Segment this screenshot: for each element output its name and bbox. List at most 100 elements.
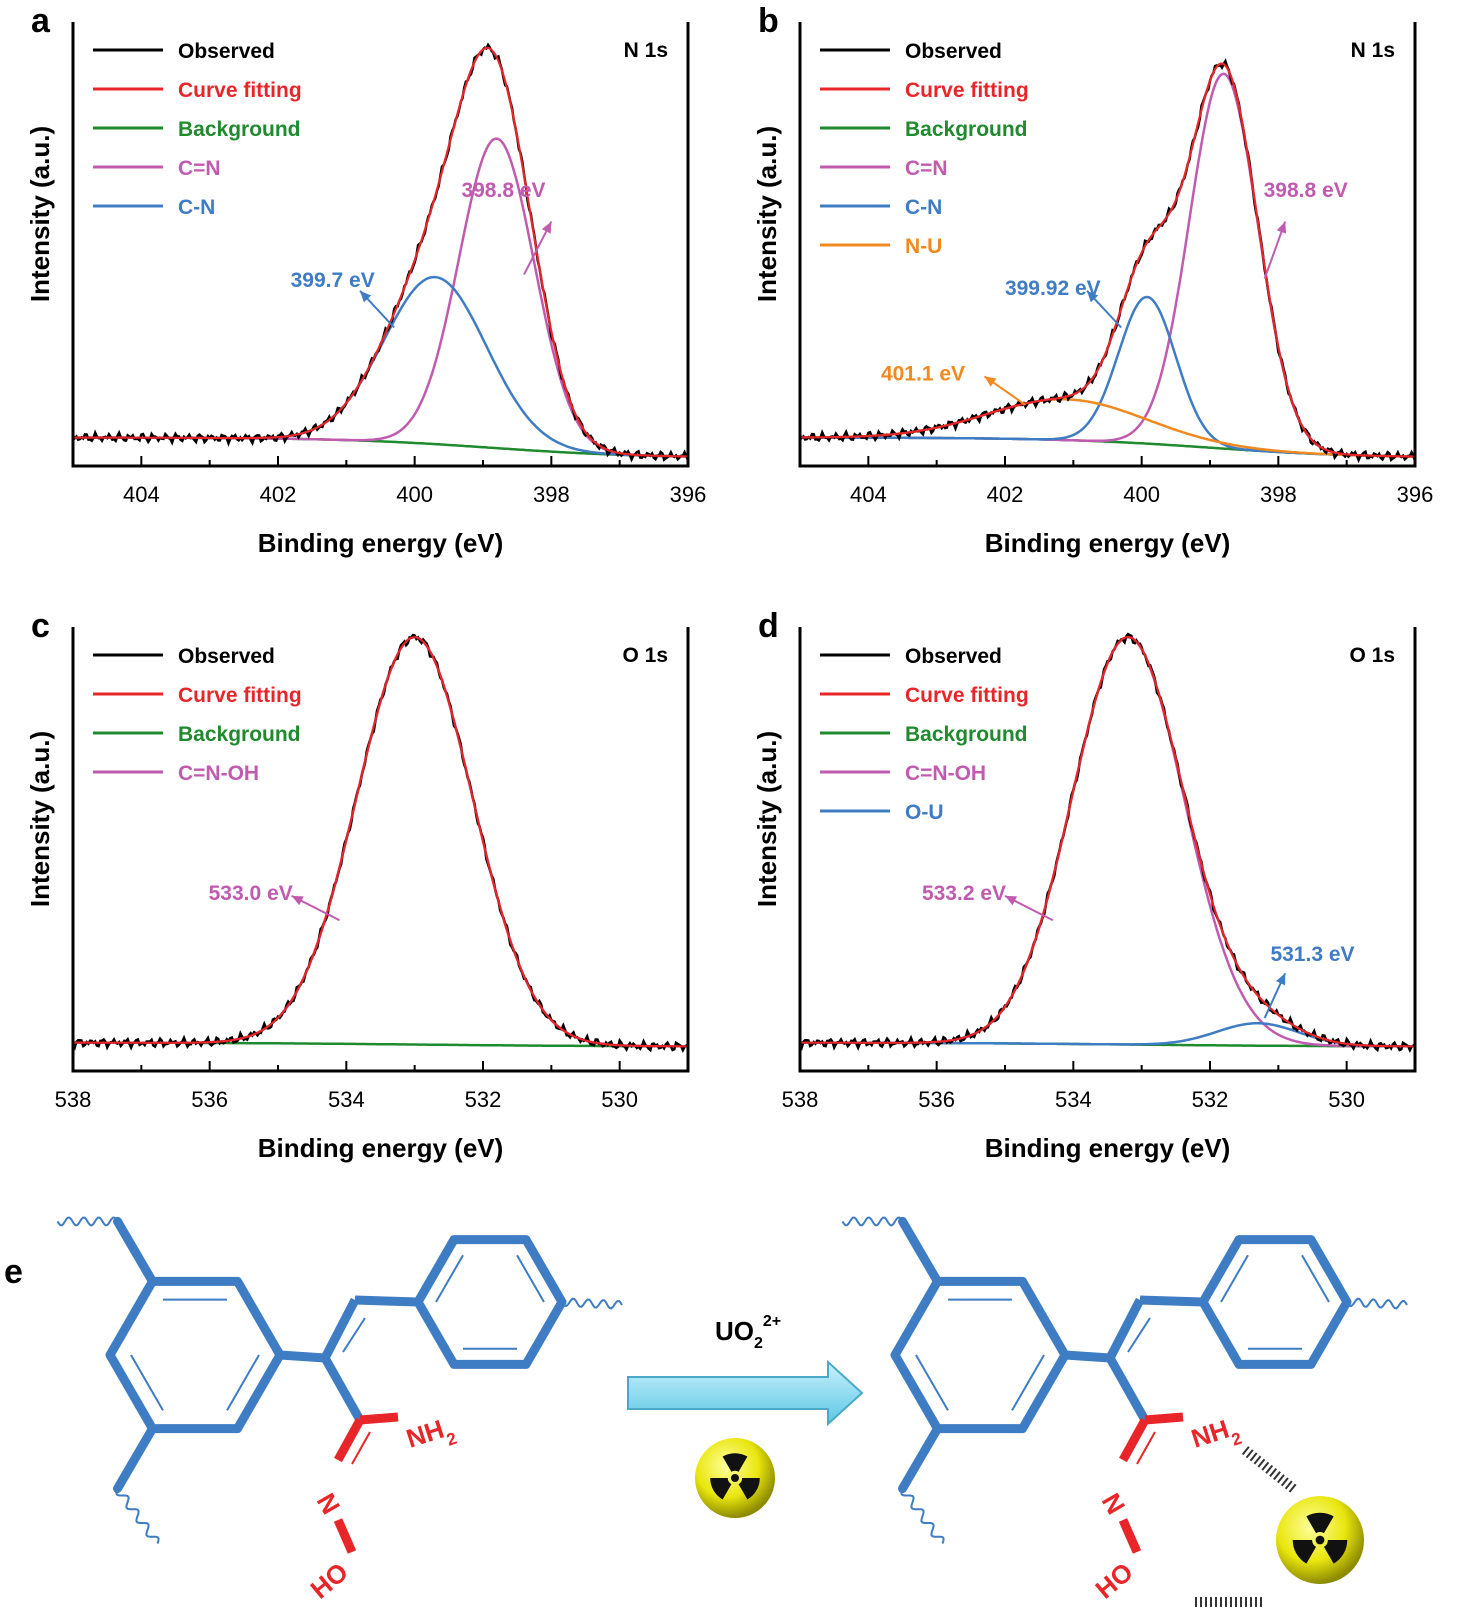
x-tick-label: 532 (1192, 1087, 1229, 1112)
plot-area (800, 58, 1415, 464)
annotation-arrowhead (1276, 221, 1287, 234)
axes-frame (71, 627, 690, 1073)
bond (321, 1355, 364, 1423)
double-bond (351, 1431, 371, 1465)
legend-label-background: Background (178, 723, 301, 746)
annotation-label: 533.2 eV (922, 882, 1006, 905)
benzene-ring (1198, 1235, 1352, 1369)
series-curve-fitting (73, 636, 688, 1048)
x-tick-label: 532 (465, 1087, 502, 1112)
bond (279, 1350, 326, 1363)
x-tick-label: 538 (782, 1087, 819, 1112)
peak-annotation: 531.3 eV (1263, 943, 1355, 1019)
coordination-bond (1241, 1446, 1299, 1494)
annotation-arrowhead (541, 221, 552, 234)
c-n-bond (359, 1412, 399, 1425)
chart-panel-c: c 538 536 534 532 530 Binding energy (eV) Inten… (25, 607, 690, 1163)
n-o-bond (333, 1518, 357, 1554)
x-tick-label: 534 (328, 1087, 365, 1112)
double-bond (342, 1317, 366, 1353)
legend-label-cn_double: C=N (905, 157, 948, 180)
x-tick-label: 538 (55, 1087, 92, 1112)
polymer-chain-wavy (841, 1216, 904, 1227)
double-bond (1127, 1317, 1151, 1353)
x-tick-label: 396 (1397, 482, 1434, 507)
axes-frame (71, 22, 690, 468)
x-tick-label: 398 (533, 482, 570, 507)
legend-label-cn_double: C=N-OH (905, 762, 986, 785)
plot-area (73, 633, 688, 1054)
series-cn_double (800, 72, 1415, 458)
peak-annotation: 533.0 eV (209, 882, 340, 922)
legend: Observed Curve fitting Background C=N C-N N-U (820, 40, 1029, 258)
legend: Observed Curve fitting Background C=N-OH O-U (820, 645, 1029, 824)
series-curve-fitting (800, 62, 1415, 458)
peak-annotation: 399.7 eV (291, 269, 395, 329)
bond (898, 1424, 942, 1494)
y-axis-title: Intensity (a.u.) (25, 126, 55, 302)
bond (1139, 1295, 1204, 1307)
peak-annotation: 533.2 eV (922, 882, 1054, 922)
x-tick-label: 402 (987, 482, 1024, 507)
legend-label-nu: N-U (905, 235, 942, 258)
c-n-double-bond (334, 1417, 364, 1463)
annotation-label: 399.7 eV (291, 269, 375, 292)
polymer-chain-wavy (561, 1297, 623, 1310)
xps-charts: a 404 402 400 398 396 Binding energy (eV) Inten… (25, 2, 1433, 1163)
legend-label-fitting: Curve fitting (178, 684, 302, 707)
legend-label-observed: Observed (178, 40, 275, 63)
panel-letter: d (758, 607, 779, 645)
chart-panel-b: b 404 402 400 398 396 Binding energy (eV) Inten… (752, 2, 1433, 558)
legend-label-ou: O-U (905, 801, 944, 824)
reaction-scheme: e NH2 N HO NH2 N HO UO22+ (4, 1216, 1408, 1607)
peak-annotation: 399.92 eV (1005, 277, 1122, 329)
legend-label-fitting: Curve fitting (178, 79, 302, 102)
aromatic-bond (226, 1354, 260, 1411)
bond (354, 1295, 419, 1307)
benzene-ring (413, 1235, 567, 1369)
annotation-arrowhead (1005, 895, 1018, 906)
bond (1106, 1297, 1144, 1361)
x-axis-title: Binding energy (eV) (258, 1133, 504, 1163)
polymer-chain-wavy (900, 1488, 945, 1544)
series-cn_double (73, 137, 688, 458)
legend-label-cn_single: C-N (178, 196, 215, 219)
aromatic-bond (915, 1354, 949, 1411)
plot-area (73, 42, 688, 463)
legend-label-cn_double: C=N (178, 157, 221, 180)
annotation-label: 531.3 eV (1270, 943, 1354, 966)
legend: Observed Curve fitting Background C=N-OH (93, 645, 302, 785)
peak-annotation: 398.8 eV (461, 179, 553, 276)
axes-frame (798, 22, 1417, 468)
aromatic-bond (1011, 1354, 1045, 1411)
x-axis-title: Binding energy (eV) (985, 1133, 1231, 1163)
x-axis-title: Binding energy (eV) (985, 528, 1231, 558)
x-tick-label: 404 (123, 482, 160, 507)
peak-annotation: 398.8 eV (1264, 179, 1348, 279)
aromatic-bond (516, 1254, 545, 1303)
peak-annotation: 401.1 eV (881, 362, 1027, 406)
chart-panel-a: a 404 402 400 398 396 Binding energy (eV) Inten… (25, 2, 706, 558)
x-tick-label: 404 (850, 482, 887, 507)
annotation-arrowhead (1276, 973, 1286, 986)
legend-label-background: Background (178, 118, 301, 141)
legend-label-cn_single: C-N (905, 196, 942, 219)
aromatic-bond (1301, 1254, 1330, 1303)
region-label: N 1s (1351, 39, 1395, 62)
legend-label-background: Background (905, 723, 1028, 746)
series-observed (800, 632, 1415, 1053)
molecule-free: NH2 N HO (56, 1216, 623, 1605)
molecule-bound: NH2 N HO (841, 1216, 1408, 1607)
legend-label-cn_double: C=N-OH (178, 762, 259, 785)
axes-frame (798, 627, 1417, 1073)
hydroxyl-group: HO (305, 1557, 354, 1605)
bond (113, 1216, 157, 1286)
hydroxyl-group: HO (1090, 1557, 1139, 1605)
annotation-arrowhead (360, 290, 372, 303)
plot-area (800, 632, 1415, 1053)
chart-panel-d: d 538 536 534 532 530 Binding energy (eV) Inten… (752, 607, 1417, 1163)
bond (898, 1216, 942, 1286)
nitrogen-atom: N (1096, 1488, 1131, 1519)
y-axis-title: Intensity (a.u.) (25, 731, 55, 907)
